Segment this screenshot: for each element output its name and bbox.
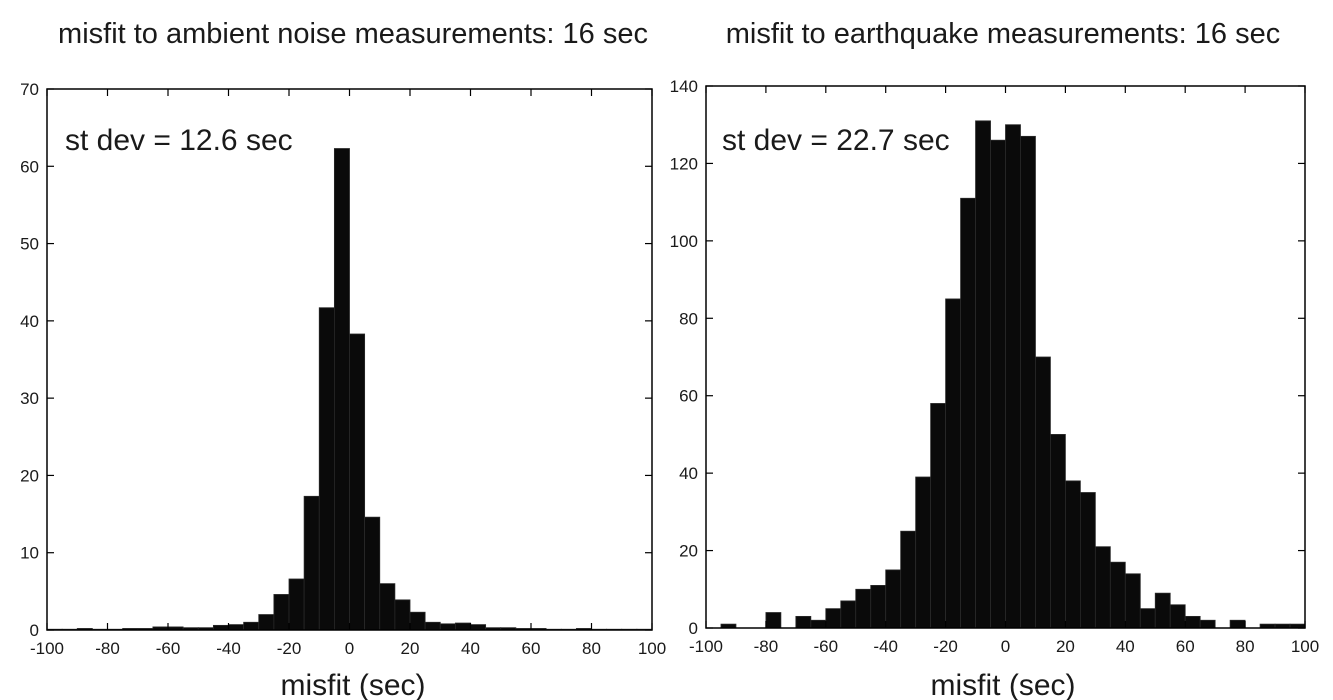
histogram-bar-ambient-noise xyxy=(349,333,366,631)
x-tick-label: 0 xyxy=(1001,637,1010,656)
stdev-annotation-earthquake: st dev = 22.7 sec xyxy=(722,124,950,157)
histogram-bar-earthquake xyxy=(885,569,902,629)
x-tick-label: -20 xyxy=(933,637,958,656)
histogram-bar-ambient-noise xyxy=(318,307,335,631)
x-tick-label: 100 xyxy=(1291,637,1319,656)
histogram-bar-earthquake xyxy=(1229,619,1246,629)
histogram-bar-ambient-noise xyxy=(288,578,305,631)
histogram-bar-earthquake xyxy=(1005,124,1021,629)
y-tick-label: 60 xyxy=(20,157,39,176)
y-tick-label: 70 xyxy=(20,80,39,99)
x-tick-label: -40 xyxy=(216,639,241,658)
histogram-bar-earthquake xyxy=(840,600,857,629)
histogram-bar-earthquake xyxy=(1065,480,1081,629)
histogram-bar-ambient-noise xyxy=(333,148,350,631)
histogram-bar-earthquake xyxy=(870,585,887,629)
x-axis-label-earthquake: misfit (sec) xyxy=(931,669,1076,700)
x-tick-label: -100 xyxy=(689,637,723,656)
stdev-annotation-ambient-noise: st dev = 12.6 sec xyxy=(65,124,293,157)
histogram-bar-earthquake xyxy=(1169,604,1186,629)
histogram-bar-ambient-noise xyxy=(394,599,411,631)
x-tick-label: 60 xyxy=(522,639,541,658)
chart-title-ambient-noise: misfit to ambient noise measurements: 16… xyxy=(58,18,648,50)
histogram-bar-earthquake xyxy=(990,139,1006,629)
histogram-bar-earthquake xyxy=(1094,546,1111,629)
histogram-bar-ambient-noise xyxy=(243,621,260,631)
y-tick-label: 120 xyxy=(670,154,698,173)
x-tick-label: -100 xyxy=(30,639,64,658)
histogram-bar-earthquake xyxy=(1020,135,1036,629)
x-tick-label: 20 xyxy=(401,639,420,658)
y-tick-label: 20 xyxy=(679,542,698,561)
histogram-bar-earthquake xyxy=(1109,561,1126,629)
histogram-bar-earthquake xyxy=(1035,356,1051,629)
histogram-bar-earthquake xyxy=(795,615,812,629)
y-tick-label: 100 xyxy=(670,232,698,251)
histogram-bar-earthquake xyxy=(930,403,947,629)
histogram-bar-earthquake xyxy=(1154,592,1171,629)
histogram-bar-earthquake xyxy=(1199,619,1216,629)
x-tick-label: -60 xyxy=(814,637,839,656)
x-axis-label-ambient-noise: misfit (sec) xyxy=(281,669,426,700)
histogram-bar-ambient-noise xyxy=(273,594,290,631)
histogram-bar-ambient-noise xyxy=(228,624,245,631)
x-tick-label: 40 xyxy=(461,639,480,658)
x-tick-label: 0 xyxy=(345,639,354,658)
histogram-bar-earthquake xyxy=(900,530,917,629)
histogram-bar-ambient-noise xyxy=(454,622,471,631)
histogram-earthquake: misfit to earthquake measurements: 16 se… xyxy=(670,18,1320,700)
x-tick-label: -40 xyxy=(873,637,898,656)
y-tick-label: 50 xyxy=(20,235,39,254)
y-tick-label: 10 xyxy=(20,544,39,563)
histogram-bar-ambient-noise xyxy=(303,495,320,631)
histogram-bar-ambient-noise xyxy=(470,624,487,631)
y-tick-label: 40 xyxy=(20,312,39,331)
histogram-bar-ambient-noise xyxy=(439,623,456,631)
x-tick-label: 40 xyxy=(1116,637,1135,656)
histogram-bar-earthquake xyxy=(975,120,991,629)
histogram-bar-earthquake xyxy=(1184,615,1201,629)
histogram-bar-ambient-noise xyxy=(409,611,426,631)
x-tick-label: 80 xyxy=(582,639,601,658)
y-tick-label: 80 xyxy=(679,309,698,328)
histogram-bar-earthquake xyxy=(915,476,932,629)
histogram-bar-ambient-noise xyxy=(364,516,381,631)
x-tick-label: 60 xyxy=(1176,637,1195,656)
x-tick-label: -60 xyxy=(156,639,181,658)
histogram-ambient-noise: misfit to ambient noise measurements: 16… xyxy=(20,18,666,700)
y-tick-label: 140 xyxy=(670,77,698,96)
histogram-bar-ambient-noise xyxy=(258,614,275,631)
histogram-bar-earthquake xyxy=(1079,492,1096,629)
histogram-bar-earthquake xyxy=(1124,573,1141,629)
histogram-bar-earthquake xyxy=(765,612,782,629)
y-tick-label: 40 xyxy=(679,464,698,483)
x-tick-label: -80 xyxy=(754,637,779,656)
y-tick-label: 20 xyxy=(20,466,39,485)
x-tick-label: -80 xyxy=(95,639,120,658)
y-tick-label: 30 xyxy=(20,389,39,408)
histogram-bar-earthquake xyxy=(960,197,976,629)
histogram-bar-earthquake xyxy=(1139,608,1156,629)
chart-title-earthquake: misfit to earthquake measurements: 16 se… xyxy=(726,18,1280,50)
y-tick-label: 60 xyxy=(679,387,698,406)
histogram-bar-ambient-noise xyxy=(424,621,441,631)
histogram-bar-earthquake xyxy=(855,588,872,629)
x-tick-label: 80 xyxy=(1236,637,1255,656)
histogram-bar-earthquake xyxy=(825,608,842,629)
histogram-bar-earthquake xyxy=(945,298,961,629)
histogram-bar-earthquake xyxy=(810,619,827,629)
x-tick-label: 20 xyxy=(1056,637,1075,656)
x-tick-label: 100 xyxy=(638,639,666,658)
histogram-bar-ambient-noise xyxy=(379,583,396,631)
y-tick-label: 0 xyxy=(30,621,39,640)
histogram-bar-earthquake xyxy=(1050,434,1066,629)
y-tick-label: 0 xyxy=(689,619,698,638)
x-tick-label: -20 xyxy=(277,639,302,658)
